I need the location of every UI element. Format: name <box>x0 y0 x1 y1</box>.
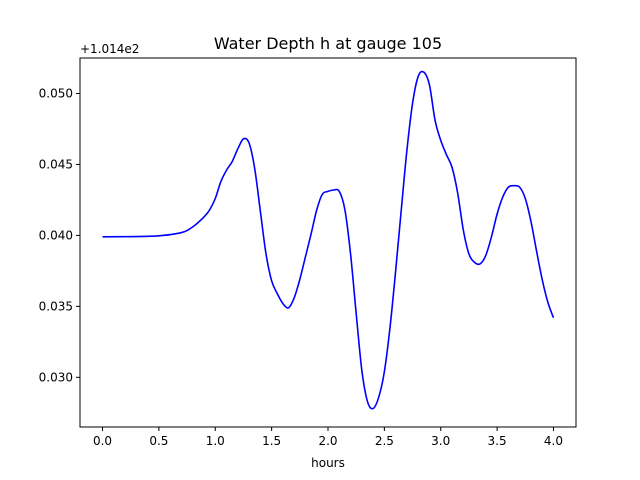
chart-title: Water Depth h at gauge 105 <box>214 34 442 53</box>
x-tick-label: 3.0 <box>431 434 450 448</box>
x-tick-label: 3.5 <box>488 434 507 448</box>
y-tick-label: 0.035 <box>39 299 73 313</box>
y-tick-label: 0.030 <box>39 370 73 384</box>
x-tick-label: 4.0 <box>544 434 563 448</box>
y-tick-label: 0.040 <box>39 228 73 242</box>
x-axis-label: hours <box>311 456 345 470</box>
y-axis: 0.030 0.035 0.040 0.045 0.050 <box>39 86 80 384</box>
plot-area: 0.0 0.5 1.0 1.5 2.0 2.5 3.0 3.5 4.0 0.0300.0350.… <box>39 57 577 448</box>
y-axis-offset-label: +1.014e2 <box>80 42 139 56</box>
x-axis: 0.0 0.5 1.0 1.5 2.0 2.5 3.0 3.5 4.0 <box>93 427 563 448</box>
x-tick-label: 0.0 <box>93 434 112 448</box>
x-tick-label: 0.5 <box>149 434 168 448</box>
x-tick-label: 2.0 <box>318 434 337 448</box>
x-tick-label: 1.5 <box>262 434 281 448</box>
x-tick-label: 2.5 <box>375 434 394 448</box>
y-tick-label: 0.050 <box>39 86 73 100</box>
series-line <box>102 70 555 410</box>
x-tick-label: 1.0 <box>206 434 225 448</box>
y-tick-label: 0.045 <box>39 157 73 171</box>
